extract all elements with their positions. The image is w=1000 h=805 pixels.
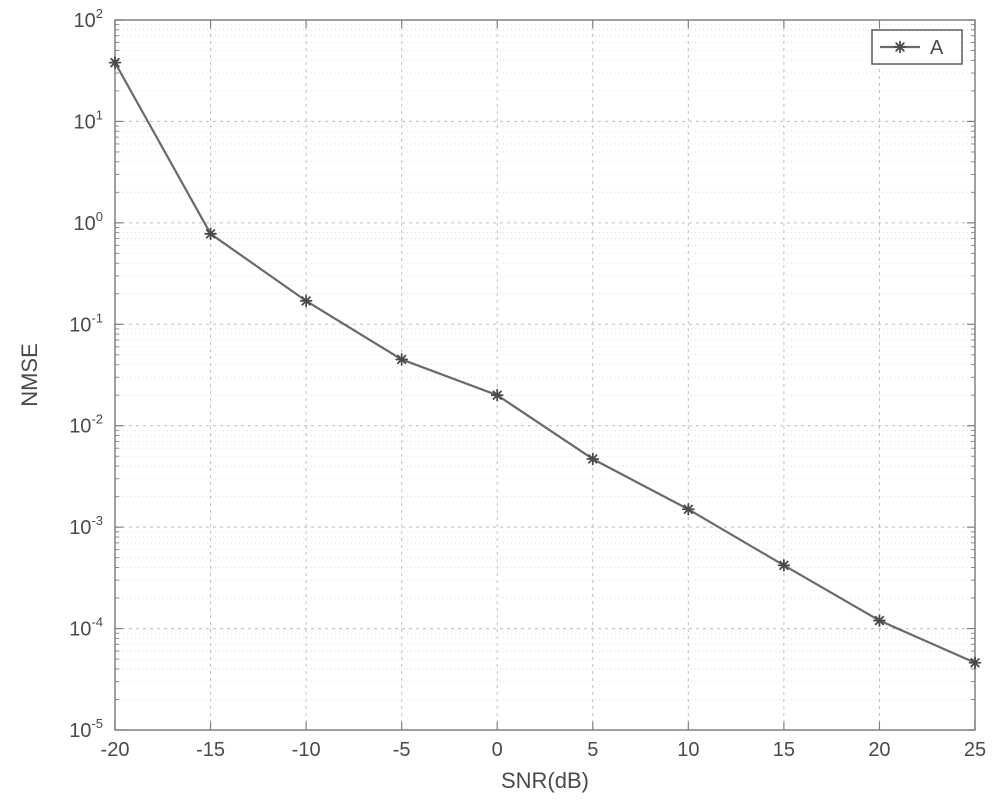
data-marker	[110, 57, 121, 68]
x-tick-label: -15	[196, 739, 225, 761]
x-tick-label: -10	[292, 739, 321, 761]
x-tick-label: 5	[587, 739, 598, 761]
legend-label: A	[930, 37, 944, 59]
data-marker	[301, 296, 312, 307]
data-marker	[396, 354, 407, 365]
x-tick-label: 25	[964, 739, 986, 761]
data-marker	[205, 228, 216, 239]
data-marker	[683, 504, 694, 515]
data-marker	[778, 560, 789, 571]
nmse-vs-snr-chart: -20-15-10-5051015202510-510-410-310-210-…	[0, 0, 1000, 805]
data-marker	[895, 42, 906, 53]
data-marker	[970, 657, 981, 668]
y-axis-label: NMSE	[17, 343, 42, 407]
x-tick-label: 15	[773, 739, 795, 761]
data-marker	[587, 454, 598, 465]
data-marker	[874, 615, 885, 626]
data-marker	[492, 390, 503, 401]
x-tick-label: 10	[677, 739, 699, 761]
x-axis-label: SNR(dB)	[501, 768, 589, 793]
x-tick-label: 20	[868, 739, 890, 761]
x-tick-label: 0	[492, 739, 503, 761]
legend: A	[872, 30, 962, 64]
x-tick-label: -5	[393, 739, 411, 761]
chart-container: -20-15-10-5051015202510-510-410-310-210-…	[0, 0, 1000, 805]
x-tick-label: -20	[101, 739, 130, 761]
plot-bg	[115, 20, 975, 730]
